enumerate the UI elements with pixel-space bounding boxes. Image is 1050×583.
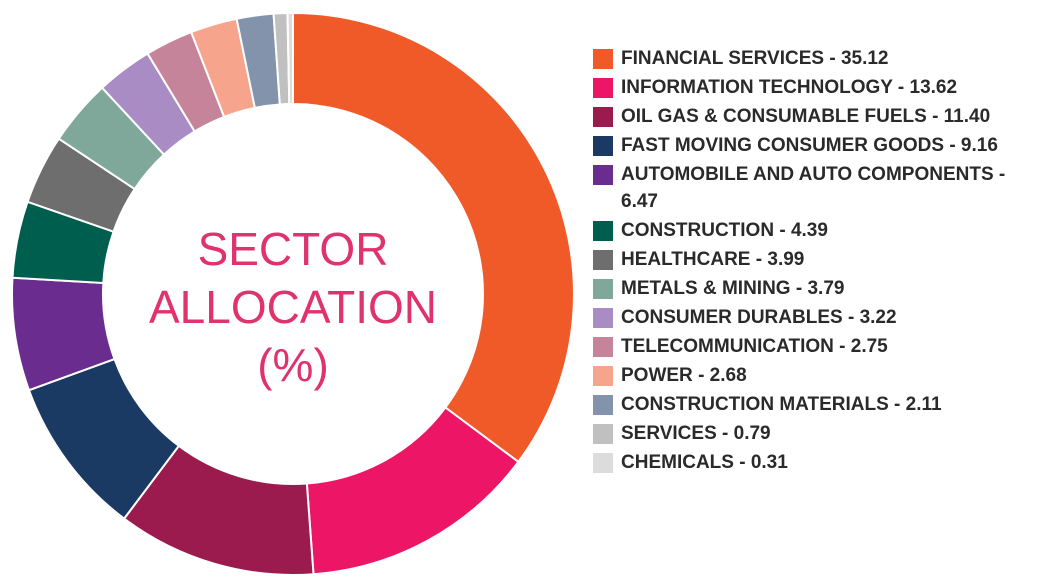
legend-text: HEALTHCARE - 3.99: [621, 246, 804, 273]
legend-item: FAST MOVING CONSUMER GOODS - 9.16: [593, 134, 1043, 159]
legend-text: FAST MOVING CONSUMER GOODS - 9.16: [621, 132, 998, 159]
legend-label: AUTOMOBILE AND AUTO COMPONENTS: [621, 164, 994, 185]
legend-text: AUTOMOBILE AND AUTO COMPONENTS - 6.47: [621, 161, 1043, 215]
legend-item: CONSTRUCTION - 4.39: [593, 219, 1043, 244]
legend-text: CONSTRUCTION - 4.39: [621, 217, 828, 244]
legend-swatch: [593, 165, 613, 185]
legend-text: CONSTRUCTION MATERIALS - 2.11: [621, 391, 942, 418]
legend-label: FAST MOVING CONSUMER GOODS: [621, 135, 945, 156]
legend-value: - 6.47: [621, 164, 1006, 212]
legend-label: HEALTHCARE: [621, 249, 751, 270]
chart: [11, 11, 575, 576]
legend-swatch: [593, 279, 613, 299]
legend-value: - 2.68: [698, 365, 747, 386]
legend-text: METALS & MINING - 3.79: [621, 275, 844, 302]
legend-label: FINANCIAL SERVICES: [621, 48, 825, 69]
legend-item: POWER - 2.68: [593, 364, 1043, 389]
donut-segment: [286, 11, 294, 106]
legend-value: - 2.75: [839, 336, 888, 357]
legend-swatch: [593, 221, 613, 241]
legend-swatch: [593, 136, 613, 156]
legend-value: - 11.40: [932, 106, 991, 127]
legend-value: - 35.12: [829, 48, 889, 69]
legend-label: CONSUMER DURABLES: [621, 307, 843, 328]
legend-value: - 3.79: [795, 278, 845, 299]
legend-value: - 0.79: [722, 423, 771, 444]
legend-label: OIL GAS & CONSUMABLE FUELS: [621, 106, 927, 127]
legend-value: - 2.11: [894, 394, 942, 415]
legend-item: AUTOMOBILE AND AUTO COMPONENTS - 6.47: [593, 163, 1043, 215]
legend-value: - 13.62: [897, 77, 958, 98]
legend-value: - 3.22: [847, 307, 897, 328]
legend-label: CONSTRUCTION MATERIALS: [621, 394, 889, 415]
legend-value: - 3.99: [755, 249, 805, 270]
legend-text: INFORMATION TECHNOLOGY - 13.62: [621, 74, 957, 101]
legend-text: TELECOMMUNICATION - 2.75: [621, 333, 888, 360]
legend-value: - 9.16: [949, 135, 998, 156]
donut-segment: [292, 11, 575, 464]
legend-text: CONSUMER DURABLES - 3.22: [621, 304, 897, 331]
legend-label: CHEMICALS: [621, 452, 734, 473]
legend-swatch: [593, 78, 613, 98]
legend: FINANCIAL SERVICES - 35.12 INFORMATION TE…: [593, 47, 1043, 480]
legend-value: - 4.39: [779, 220, 828, 241]
legend-item: OIL GAS & CONSUMABLE FUELS - 11.40: [593, 105, 1043, 130]
legend-item: CONSTRUCTION MATERIALS - 2.11: [593, 393, 1043, 418]
chart-title: SECTOR ALLOCATION (%): [149, 223, 437, 391]
legend-text: CHEMICALS - 0.31: [621, 449, 788, 476]
legend-swatch: [593, 308, 613, 328]
legend-item: INFORMATION TECHNOLOGY - 13.62: [593, 76, 1043, 101]
legend-text: POWER - 2.68: [621, 362, 747, 389]
legend-swatch: [593, 337, 613, 357]
legend-label: CONSTRUCTION: [621, 220, 775, 241]
legend-text: SERVICES - 0.79: [621, 420, 771, 447]
legend-label: POWER: [621, 365, 693, 386]
legend-swatch: [593, 366, 613, 386]
legend-item: HEALTHCARE - 3.99: [593, 248, 1043, 273]
legend-item: METALS & MINING - 3.79: [593, 277, 1043, 302]
legend-label: METALS & MINING: [621, 278, 791, 299]
legend-label: TELECOMMUNICATION: [621, 336, 834, 357]
legend-swatch: [593, 395, 613, 415]
legend-item: CONSUMER DURABLES - 3.22: [593, 306, 1043, 331]
legend-item: SERVICES - 0.79: [593, 422, 1043, 447]
legend-swatch: [593, 49, 613, 69]
legend-text: FINANCIAL SERVICES - 35.12: [621, 45, 889, 72]
legend-item: TELECOMMUNICATION - 2.75: [593, 335, 1043, 360]
legend-item: FINANCIAL SERVICES - 35.12: [593, 47, 1043, 72]
legend-text: OIL GAS & CONSUMABLE FUELS - 11.40: [621, 103, 990, 130]
legend-swatch: [593, 424, 613, 444]
legend-swatch: [593, 250, 613, 270]
legend-swatch: [593, 107, 613, 127]
legend-value: - 0.31: [739, 452, 788, 473]
legend-item: CHEMICALS - 0.31: [593, 451, 1043, 476]
legend-label: SERVICES: [621, 423, 717, 444]
legend-swatch: [593, 453, 613, 473]
legend-label: INFORMATION TECHNOLOGY: [621, 77, 893, 98]
